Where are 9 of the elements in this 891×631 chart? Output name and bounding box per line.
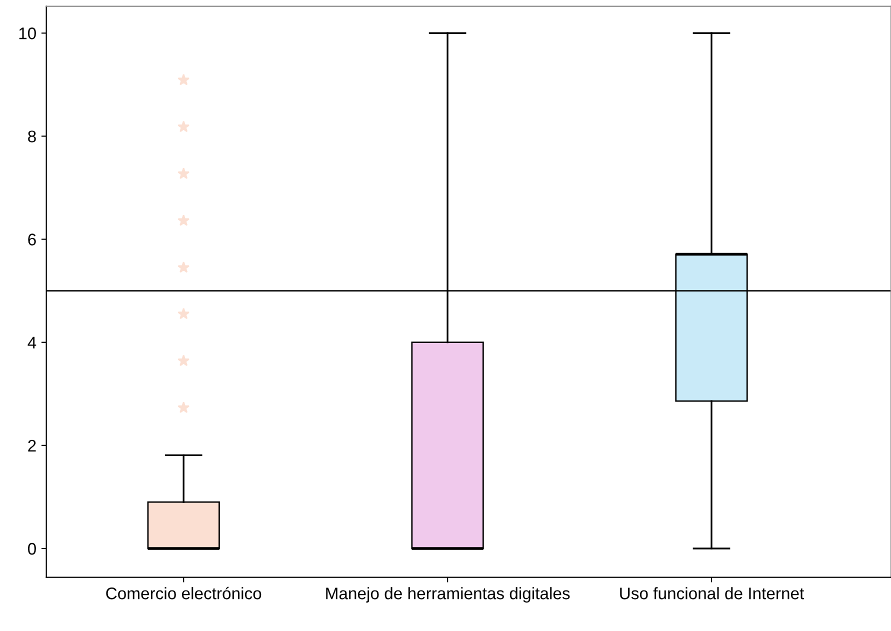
y-tick-label: 2: [28, 440, 36, 452]
x-tick-label: Comercio electrónico: [106, 586, 262, 600]
x-tick-label: Uso funcional de Internet: [620, 587, 804, 600]
x-tick-label: Manejo de herramientas digitales: [326, 587, 570, 603]
y-tick-label: 6: [28, 234, 36, 246]
y-tick-label: 4: [28, 336, 36, 348]
y-tick-label: 0: [28, 542, 36, 555]
y-tick-label: 8: [28, 130, 36, 142]
y-tick-label: 10: [19, 28, 36, 40]
